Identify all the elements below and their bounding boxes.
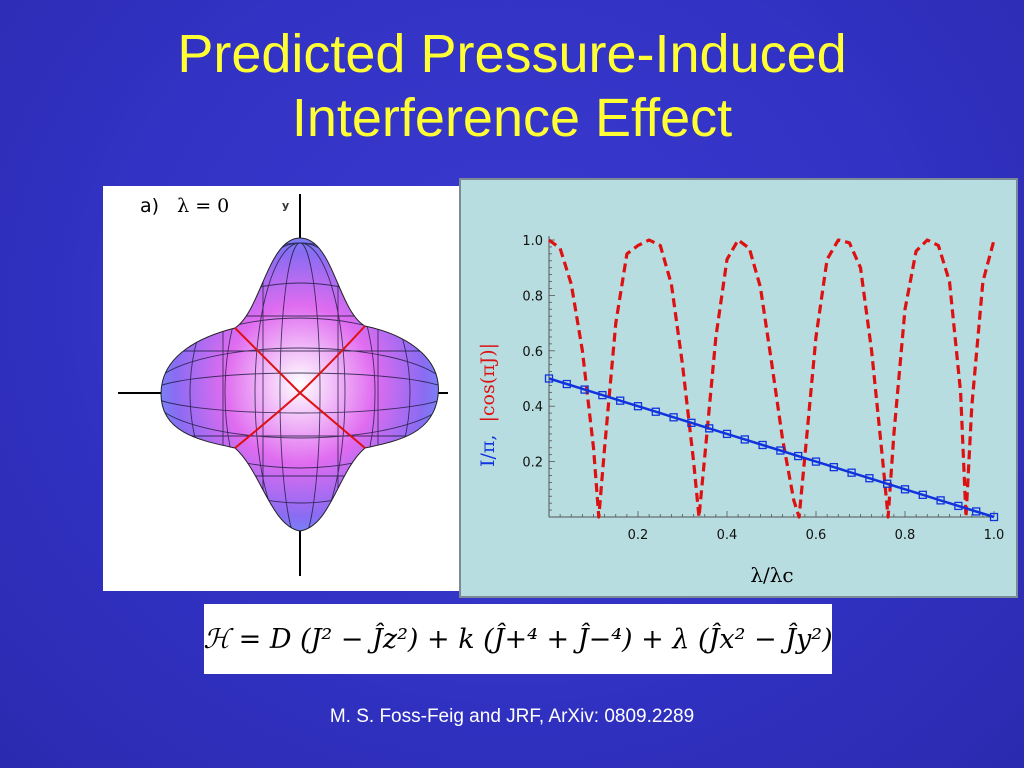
series-intensity-point bbox=[544, 374, 554, 383]
series-intensity-point bbox=[722, 429, 732, 439]
series-intensity-point bbox=[598, 390, 607, 400]
energy-surface-image bbox=[118, 194, 448, 576]
series-intensity-point bbox=[616, 396, 625, 405]
series-intensity-point bbox=[669, 413, 678, 422]
series-intensity-point bbox=[687, 418, 696, 427]
series-intensity-point bbox=[651, 407, 660, 416]
y-tick-label: 0.6 bbox=[522, 345, 543, 360]
panel-a-label: a) λ = 0 bbox=[140, 195, 229, 217]
series-intensity-point bbox=[829, 462, 838, 472]
series-intensity-point bbox=[936, 496, 945, 505]
series-intensity-point bbox=[918, 490, 927, 499]
x-tick-label: 0.6 bbox=[806, 528, 827, 543]
series-intensity-point bbox=[758, 440, 767, 450]
panel-a-y-label: y bbox=[282, 199, 290, 212]
slide-title: Predicted Pressure-Induced Interference … bbox=[0, 22, 1024, 150]
series-intensity-point bbox=[847, 468, 856, 477]
interference-chart: 0.2 0.4 0.6 0.8 1.0 0.2 0.4 0.6 0.8 1.0 I/π, |cos… bbox=[459, 178, 1018, 598]
y-axis-label-part2: |cos(πJ)| bbox=[477, 343, 499, 423]
series-intensity-line bbox=[548, 377, 995, 519]
series-intensity-point bbox=[972, 507, 981, 516]
series-cos-line bbox=[548, 238, 996, 519]
series-intensity-point bbox=[900, 485, 910, 494]
series-intensity-point bbox=[562, 379, 571, 389]
x-tick-label: 0.4 bbox=[717, 528, 738, 543]
series-intensity-point bbox=[883, 479, 892, 488]
title-line-1: Predicted Pressure-Induced bbox=[177, 24, 847, 84]
series-intensity-point bbox=[776, 446, 785, 455]
y-tick-label: 0.2 bbox=[522, 456, 543, 471]
series-intensity-point bbox=[705, 424, 714, 433]
panel-letter: a) bbox=[140, 195, 160, 217]
series-intensity-point bbox=[954, 501, 963, 511]
series-intensity-point bbox=[989, 512, 999, 522]
x-tick-label: 0.8 bbox=[895, 528, 916, 543]
series-intensity-point bbox=[811, 457, 821, 466]
y-tick-label: 1.0 bbox=[522, 234, 543, 249]
y-tick-label: 0.8 bbox=[522, 289, 543, 304]
x-tick-label: 1.0 bbox=[984, 528, 1005, 543]
y-tick-label: 0.4 bbox=[522, 400, 543, 415]
energy-surface-panel: a) λ = 0 y bbox=[103, 186, 460, 591]
x-tick-label: 0.2 bbox=[628, 528, 649, 543]
y-axis-label: I/π, |cos(πJ)| bbox=[477, 343, 499, 467]
series-intensity-point bbox=[580, 385, 589, 394]
citation: M. S. Foss-Feig and JRF, ArXiv: 0809.228… bbox=[329, 706, 695, 727]
y-axis-label-part1: I/π, bbox=[477, 435, 499, 467]
series-intensity-point bbox=[865, 474, 874, 483]
series-intensity-point bbox=[740, 435, 749, 444]
series-intensity-point bbox=[633, 402, 643, 411]
chart-svg: 0.2 0.4 0.6 0.8 1.0 0.2 0.4 0.6 0.8 1.0 I/π, |cos… bbox=[477, 234, 1005, 587]
title-line-2: Interference Effect bbox=[291, 88, 733, 148]
x-axis-label: λ/λc bbox=[750, 563, 793, 587]
series-intensity-point bbox=[794, 451, 803, 461]
hamiltonian-formula: ℋ = D (J² − Ĵz²) + k (Ĵ+⁴ + Ĵ−⁴) + λ (Ĵx… bbox=[203, 604, 833, 674]
lambda-value: λ = 0 bbox=[177, 195, 230, 217]
